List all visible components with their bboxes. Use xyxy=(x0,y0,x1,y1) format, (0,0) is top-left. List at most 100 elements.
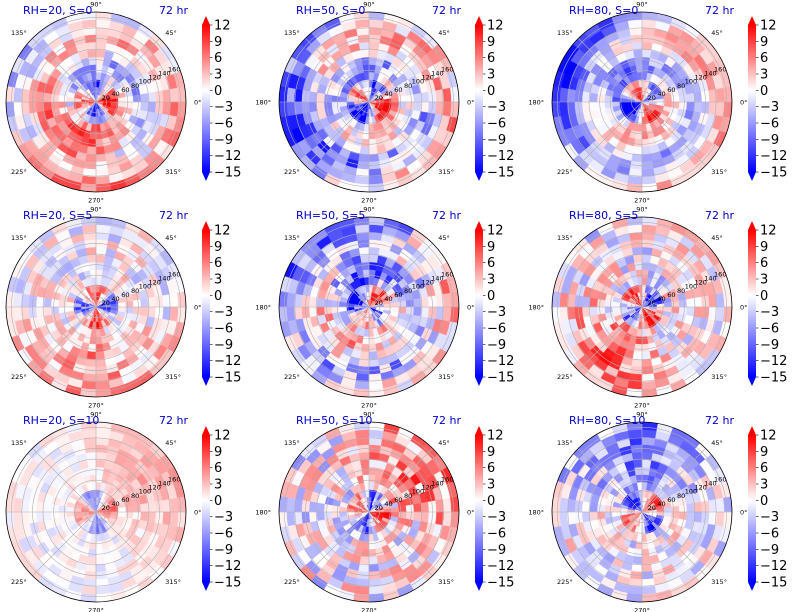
colorbar-tick-label: −12 xyxy=(214,354,241,369)
heatmap-cell xyxy=(359,556,370,565)
heatmap-cell xyxy=(413,306,422,317)
colorbar-tick-label: −3 xyxy=(487,100,506,115)
angular-grid-line xyxy=(578,243,643,308)
heatmap-cell xyxy=(368,64,376,73)
angle-tick-label: 135° xyxy=(284,29,300,37)
panel-title: RH=50, S=0 xyxy=(296,4,365,17)
polar-panel: 90°45°0°315°270°225°180°135°204060801001… xyxy=(528,1,787,205)
colorbar-tick-label: 0 xyxy=(760,494,768,509)
heatmap-cell xyxy=(686,297,695,308)
radial-tick-label: 140 xyxy=(704,275,716,283)
angle-tick-label: 315° xyxy=(711,373,727,381)
colorbar-tick-label: −15 xyxy=(214,576,241,591)
angle-tick-label: 180° xyxy=(255,99,271,107)
angle-tick-label: 270° xyxy=(88,197,104,205)
polar-grid xyxy=(6,422,186,602)
radial-tick-label: 160 xyxy=(168,476,180,484)
colorbar-tick-label: −9 xyxy=(487,338,506,353)
heatmap-cell xyxy=(442,87,452,103)
angular-grid-line xyxy=(95,306,160,371)
angular-grid-line xyxy=(95,448,160,513)
angular-grid-line xyxy=(32,511,97,576)
colorbar-tick-label: −6 xyxy=(214,322,233,337)
heatmap-cell xyxy=(627,585,643,595)
heatmap-cell xyxy=(559,292,569,308)
heatmap-cell xyxy=(169,101,179,117)
heatmap-cell xyxy=(323,503,333,513)
heatmap-cell xyxy=(715,87,725,103)
radial-tick-label: 40 xyxy=(657,500,665,508)
colorbar-extend-min xyxy=(748,377,756,386)
heatmap-cell xyxy=(715,101,725,117)
colorbar-tick-label: 0 xyxy=(760,84,768,99)
colorbar-tick-label: −12 xyxy=(760,559,787,574)
heatmap-cell xyxy=(331,300,340,308)
panel-time-label: 72 hr xyxy=(432,4,461,17)
heatmap-cell xyxy=(331,95,340,103)
heatmap-cell xyxy=(686,502,695,513)
angular-grid-line xyxy=(95,511,160,576)
colorbar-extend-min xyxy=(748,582,756,591)
colorbar-tick-label: −9 xyxy=(214,543,233,558)
heatmap-cell xyxy=(43,511,52,522)
colorbar-body xyxy=(475,435,483,582)
angle-tick-label: 135° xyxy=(557,234,573,242)
angle-tick-label: 315° xyxy=(165,373,181,381)
colorbar-tick-label: −6 xyxy=(760,527,779,542)
angle-tick-label: 0° xyxy=(740,99,747,107)
angle-tick-label: 315° xyxy=(711,578,727,586)
colorbar-extend-min xyxy=(475,582,483,591)
radial-tick-label: 140 xyxy=(158,275,170,283)
heatmap-cell xyxy=(686,101,695,112)
heatmap-cell xyxy=(442,101,452,117)
heatmap-cell xyxy=(559,497,569,513)
heatmap-cell xyxy=(43,92,52,103)
heatmap-cell xyxy=(633,138,643,148)
heatmap-cell xyxy=(286,306,296,322)
heatmap-cell xyxy=(86,146,97,155)
radial-tick-label: 160 xyxy=(441,476,453,484)
polar-grid xyxy=(552,422,732,602)
colorbar-tick-label: 6 xyxy=(487,256,495,271)
heatmap-cell xyxy=(641,254,652,263)
radial-tick-label: 20 xyxy=(648,94,656,102)
radial-tick-label: 20 xyxy=(102,94,110,102)
heatmap-cell xyxy=(81,429,97,439)
heatmap-cell xyxy=(671,511,680,519)
radial-tick-label: 160 xyxy=(714,271,726,279)
colorbar-tick-label: −3 xyxy=(214,100,233,115)
colorbar-tick-label: −12 xyxy=(487,149,514,164)
heatmap-cell xyxy=(641,269,649,278)
angular-grid-line xyxy=(368,243,433,308)
colorbar-body xyxy=(475,230,483,377)
panel-title: RH=50, S=10 xyxy=(296,414,372,427)
heatmap-cell xyxy=(442,497,452,513)
angle-tick-label: 90° xyxy=(90,411,102,419)
radial-tick-label: 120 xyxy=(694,279,706,287)
radial-tick-label: 100 xyxy=(685,283,697,291)
angular-grid-line xyxy=(368,511,433,576)
angular-grid-line xyxy=(578,511,643,576)
angle-tick-label: 180° xyxy=(528,304,544,312)
radial-tick-label: 120 xyxy=(421,484,433,492)
heatmap-cell xyxy=(442,292,452,308)
heatmap-cell xyxy=(641,474,649,483)
heatmap-cell xyxy=(632,556,643,565)
angular-grid-line xyxy=(578,38,643,103)
heatmap-cell xyxy=(286,511,296,527)
panel-title: RH=20, S=10 xyxy=(23,414,99,427)
colorbar-tick-label: 3 xyxy=(487,273,495,288)
colorbar-tick-label: −6 xyxy=(214,117,233,132)
heatmap-cell xyxy=(632,351,643,360)
heatmap-cell xyxy=(368,146,379,155)
angle-tick-label: 315° xyxy=(165,168,181,176)
colorbar-tick-label: 3 xyxy=(760,273,768,288)
angular-grid-line xyxy=(578,448,643,513)
angle-tick-label: 180° xyxy=(528,99,544,107)
heatmap-cell xyxy=(359,351,370,360)
heatmap-cell xyxy=(323,298,333,308)
heatmap-cell xyxy=(368,56,378,66)
radial-tick-label: 80 xyxy=(131,82,139,90)
